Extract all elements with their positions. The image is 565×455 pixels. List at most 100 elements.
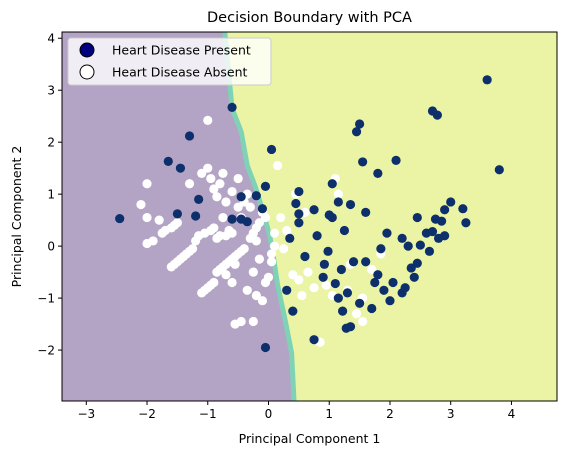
absent-point xyxy=(351,309,362,319)
absent-point xyxy=(269,228,280,238)
present-point xyxy=(285,233,295,243)
region-present xyxy=(224,32,557,401)
absent-point xyxy=(230,259,240,269)
legend-box xyxy=(67,37,272,86)
present-point xyxy=(282,285,292,295)
y-tick-label: 2 xyxy=(47,136,55,150)
y-tick-label: 3 xyxy=(47,84,55,98)
present-point xyxy=(312,231,322,241)
absent-point xyxy=(251,290,261,301)
x-axis: −3 −2 −1 0 1 2 3 4 xyxy=(77,401,515,421)
present-point xyxy=(376,244,386,254)
present-point xyxy=(403,241,413,251)
present-point xyxy=(342,288,353,298)
absent-point xyxy=(209,184,219,194)
x-tick-label: 0 xyxy=(265,407,273,421)
absent-point xyxy=(358,316,368,327)
absent-point xyxy=(248,267,258,277)
absent-point xyxy=(187,244,198,254)
present-point xyxy=(348,257,359,267)
y-tick-label: 0 xyxy=(47,240,55,254)
absent-points xyxy=(136,115,386,347)
absent-point xyxy=(224,225,234,236)
present-point xyxy=(172,209,182,219)
present-point xyxy=(379,285,389,295)
absent-point xyxy=(263,272,274,282)
absent-point xyxy=(206,173,216,184)
plot-area xyxy=(62,32,557,401)
absent-point xyxy=(172,218,182,228)
present-point xyxy=(300,251,310,262)
absent-point xyxy=(212,192,222,202)
present-point xyxy=(373,270,383,280)
absent-point xyxy=(142,212,152,223)
present-point xyxy=(327,212,337,223)
absent-point xyxy=(209,277,219,288)
x-tick-label: −2 xyxy=(138,407,156,421)
present-point xyxy=(163,156,173,167)
y-tick-label: −2 xyxy=(37,344,55,358)
present-point xyxy=(294,218,304,228)
absent-point xyxy=(227,277,237,288)
absent-point xyxy=(218,168,228,178)
legend-present-marker xyxy=(79,42,95,58)
x-tick-label: 4 xyxy=(508,407,516,421)
absent-point xyxy=(266,257,277,267)
present-point xyxy=(461,218,471,228)
present-point xyxy=(251,191,261,201)
absent-point xyxy=(248,316,258,327)
present-point xyxy=(319,259,329,269)
present-point xyxy=(440,205,450,215)
present-point xyxy=(355,298,365,308)
absent-point xyxy=(266,249,277,259)
present-point xyxy=(351,127,362,137)
present-point xyxy=(327,179,337,189)
present-point xyxy=(257,204,268,214)
decision-boundary-band xyxy=(222,32,297,401)
present-point xyxy=(294,209,304,219)
present-point xyxy=(309,335,319,345)
absent-point xyxy=(239,244,249,254)
present-point xyxy=(191,211,201,221)
present-point xyxy=(260,181,271,191)
present-point xyxy=(336,264,346,275)
present-point xyxy=(424,246,435,256)
legend-absent-label: Heart Disease Absent xyxy=(112,65,248,80)
x-tick-label: −3 xyxy=(77,407,95,421)
present-point xyxy=(373,168,383,178)
present-point xyxy=(338,306,348,316)
present-point xyxy=(437,216,447,226)
present-point xyxy=(427,226,438,237)
absent-point xyxy=(254,254,264,264)
absent-point xyxy=(288,270,298,280)
present-point xyxy=(184,131,195,141)
present-point xyxy=(494,165,504,175)
absent-point xyxy=(279,244,289,254)
present-point xyxy=(318,272,328,282)
absent-point xyxy=(136,199,146,210)
present-point xyxy=(288,306,298,316)
absent-point xyxy=(154,215,164,225)
present-point xyxy=(361,257,371,267)
present-point xyxy=(358,157,368,167)
absent-point xyxy=(221,197,231,207)
absent-point xyxy=(245,202,255,212)
legend: Heart Disease Present Heart Disease Abse… xyxy=(67,37,272,86)
legend-absent-marker xyxy=(79,64,95,80)
present-point xyxy=(412,258,422,268)
present-point xyxy=(339,225,350,236)
y-tick-label: −1 xyxy=(37,292,55,306)
present-point xyxy=(309,205,319,215)
absent-point xyxy=(215,179,225,189)
x-tick-label: 2 xyxy=(386,407,394,421)
present-point xyxy=(385,296,395,306)
present-point xyxy=(227,102,237,112)
absent-point xyxy=(209,223,219,233)
present-point xyxy=(355,119,365,129)
present-point xyxy=(440,231,450,241)
present-point xyxy=(367,303,377,314)
x-tick-label: −1 xyxy=(199,407,217,421)
absent-point xyxy=(273,160,283,171)
absent-point xyxy=(203,115,213,125)
